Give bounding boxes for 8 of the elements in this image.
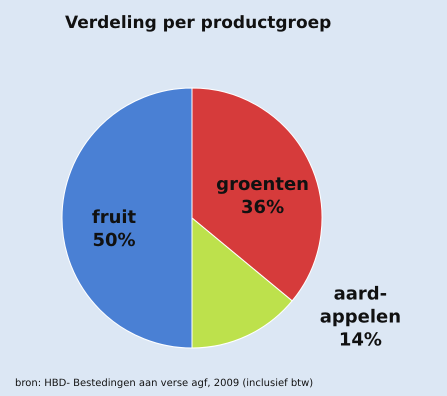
text: bron: HBD- Bestedingen aan verse agf, 2009 (inclusief btw) — [15, 378, 314, 389]
slice-label: fruit — [92, 207, 137, 228]
data-label: 36% — [241, 196, 284, 218]
data-label: 14% — [338, 330, 382, 351]
data-label: 50% — [92, 230, 136, 251]
slice-label: groenten — [216, 174, 309, 195]
slice-label: aard-appelen — [320, 284, 402, 328]
chart-title: Verdeling per productgroep — [65, 13, 332, 33]
